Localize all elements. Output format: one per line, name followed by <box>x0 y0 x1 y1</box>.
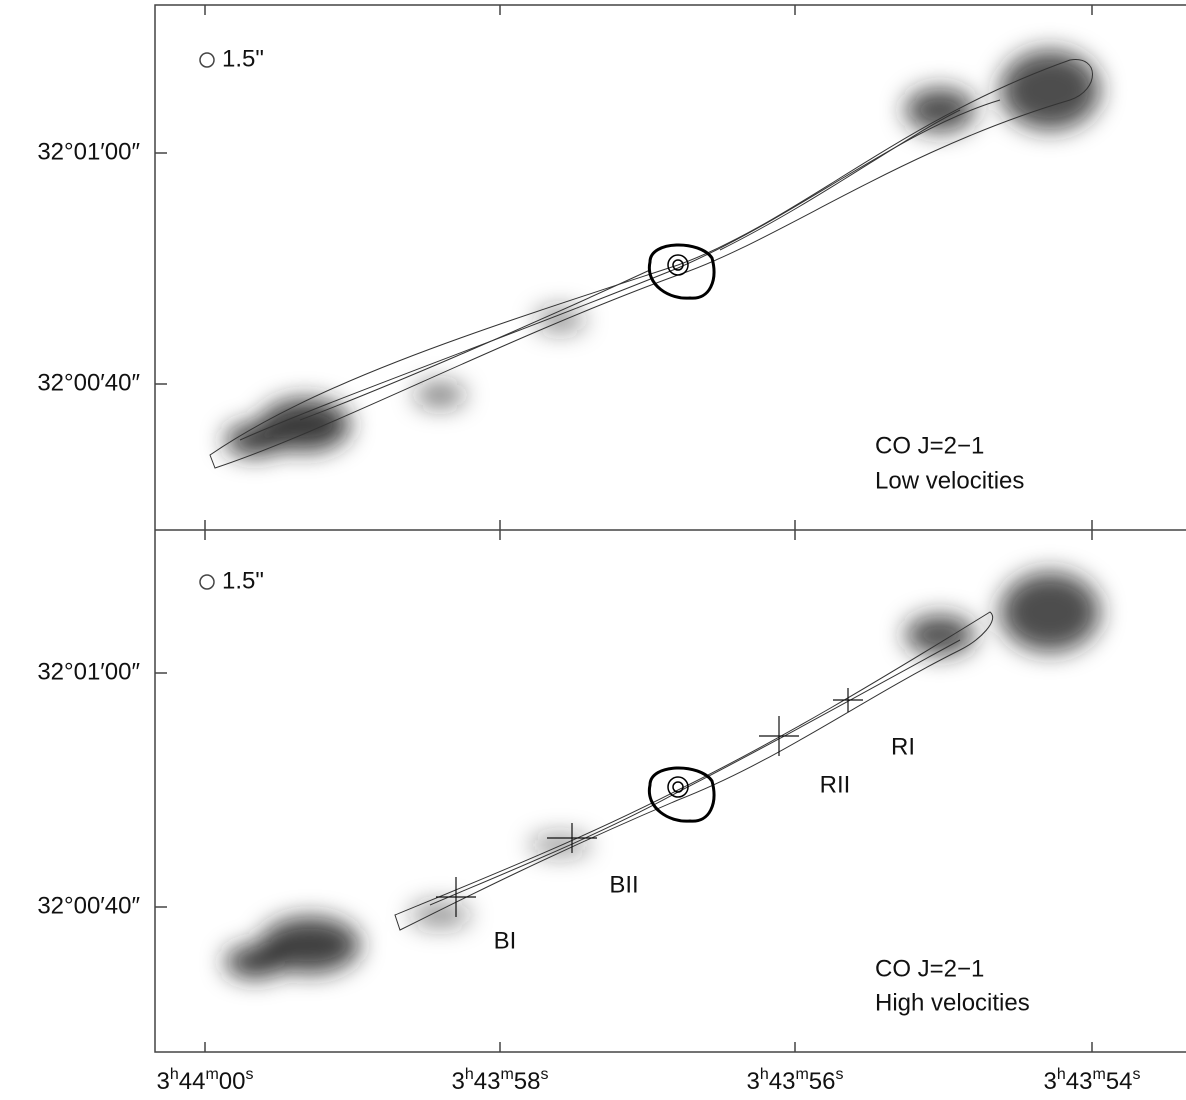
frame <box>154 4 1186 1053</box>
y-tick-label: 32°00′40″ <box>37 369 140 396</box>
x-tick-part: 3 <box>747 1068 760 1095</box>
beam-label: 1.5" <box>222 45 264 72</box>
x-tick-part: m <box>795 1066 808 1083</box>
knot-label: BI <box>494 927 517 954</box>
beam <box>199 52 215 68</box>
x-tick-part: 54 <box>1106 1068 1133 1095</box>
x-tick-part: 3 <box>1044 1068 1057 1095</box>
panel-image <box>225 572 1100 978</box>
x-tick-part: h <box>465 1066 474 1083</box>
x-tick-part: 3 <box>157 1068 170 1095</box>
panel-image <box>209 50 1100 469</box>
x-tick-part: s <box>1133 1066 1141 1083</box>
emission <box>225 572 1100 978</box>
x-tick-part: s <box>541 1066 549 1083</box>
x-tick-part: 43 <box>474 1068 501 1095</box>
line-label: CO J=2−1 <box>875 955 984 982</box>
y-tick-label: 32°01′00″ <box>37 658 140 685</box>
x-tick-label: 3h44m00s <box>157 1066 254 1095</box>
line-label: CO J=2−1 <box>875 432 984 459</box>
x-tick-part: 43 <box>1066 1068 1093 1095</box>
x-tick-part: m <box>205 1066 218 1083</box>
knot-label: RII <box>820 771 851 798</box>
x-tick-part: s <box>246 1066 254 1083</box>
beam <box>199 574 215 590</box>
x-tick-part: m <box>1092 1066 1105 1083</box>
x-tick-part: 58 <box>514 1068 541 1095</box>
x-tick-part: s <box>836 1066 844 1083</box>
x-tick-label: 3h43m56s <box>747 1066 844 1095</box>
x-tick-part: 44 <box>179 1068 206 1095</box>
x-tick-part: 43 <box>769 1068 796 1095</box>
x-tick-part: 00 <box>219 1068 246 1095</box>
ticks: 3h44m00s 3h43m58s 3h43m56s 3h43m54s <box>155 5 1141 1095</box>
y-tick-label: 32°00′40″ <box>37 892 140 919</box>
knot-label: BII <box>609 871 638 898</box>
x-tick-part: m <box>500 1066 513 1083</box>
y-tick-label: 32°01′00″ <box>37 138 140 165</box>
beam-label: 1.5" <box>222 567 264 594</box>
range-label: High velocities <box>875 989 1030 1016</box>
x-tick-label: 3h43m54s <box>1044 1066 1141 1095</box>
x-tick-part: 56 <box>809 1068 836 1095</box>
x-tick-part: h <box>760 1066 769 1083</box>
range-label: Low velocities <box>875 467 1024 494</box>
x-tick-part: h <box>170 1066 179 1083</box>
x-tick-part: h <box>1057 1066 1066 1083</box>
x-tick-label: 3h43m58s <box>452 1066 549 1095</box>
x-tick-part: 3 <box>452 1068 465 1095</box>
knot-label: RI <box>891 733 915 760</box>
